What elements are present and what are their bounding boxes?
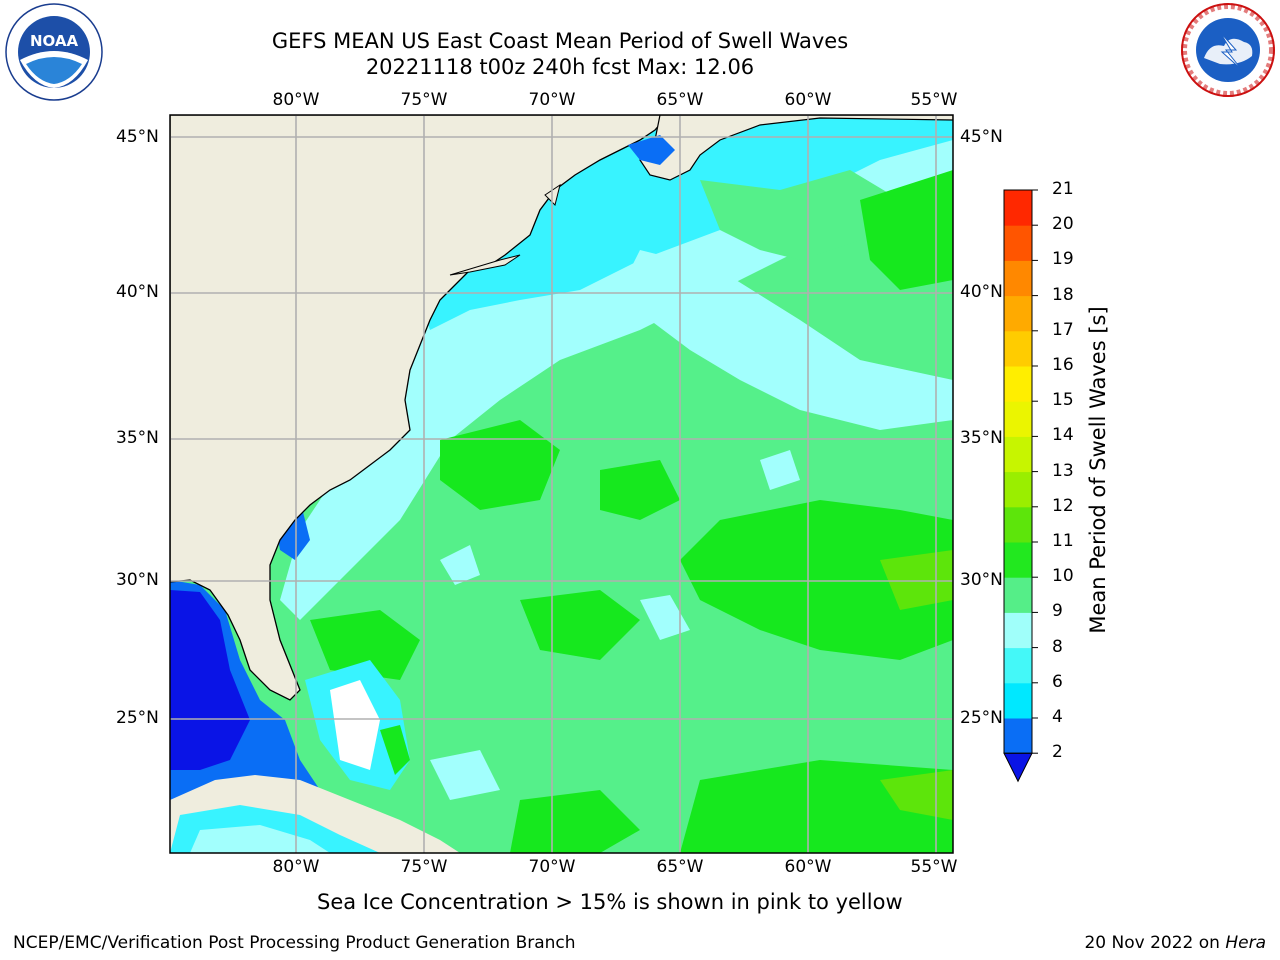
colorbar-swatch (1004, 225, 1032, 261)
colorbar-tick-label: 19 (1052, 249, 1074, 270)
footer-credit: NCEP/EMC/Verification Post Processing Pr… (13, 933, 576, 953)
lon-label-top: 65°W (656, 90, 704, 110)
colorbar-tick-label: 8 (1052, 636, 1063, 657)
colorbar-swatch (1004, 366, 1032, 402)
colorbar-tick-label: 15 (1052, 390, 1074, 411)
land-usa (170, 115, 669, 701)
footer-date: 20 Nov 2022 on Hera (1084, 933, 1266, 953)
lat-label-left: 35°N (116, 428, 159, 448)
lon-label-top: 80°W (272, 90, 320, 110)
colorbar-tick-label: 6 (1052, 671, 1063, 692)
footer-date-text: 20 Nov 2022 on (1084, 933, 1220, 953)
lon-label-bottom: 60°W (784, 857, 832, 877)
colorbar-swatch (1004, 542, 1032, 578)
colorbar-tick-label: 21 (1052, 179, 1074, 199)
lon-label-top: 55°W (910, 90, 958, 110)
colorbar-tick-label: 13 (1052, 460, 1074, 481)
lon-label-bottom: 70°W (528, 857, 576, 877)
lon-label-top: 70°W (528, 90, 576, 110)
colorbar-tick-label: 2 (1052, 742, 1063, 763)
colorbar-swatch (1004, 436, 1032, 473)
colorbar-tick-label: 4 (1052, 707, 1063, 727)
colorbar-tick-label: 14 (1052, 425, 1074, 446)
colorbar-swatch (1004, 401, 1032, 437)
lat-label-right: 40°N (960, 282, 1003, 302)
colorbar-label: Mean Period of Swell Waves [s] (1086, 306, 1110, 634)
lon-label-top: 75°W (400, 90, 448, 110)
colorbar-swatch (1004, 506, 1032, 543)
noaa-logo: NOAA (5, 3, 103, 101)
colorbar-swatch (1004, 647, 1032, 684)
map-frame (169, 114, 954, 854)
lat-label-left: 30°N (116, 570, 159, 590)
colorbar-extend-arrow (1003, 752, 1033, 783)
lon-label-bottom: 75°W (400, 857, 448, 877)
colorbar-tick-label: 11 (1052, 531, 1074, 551)
colorbar-swatch (1004, 682, 1032, 719)
colorbar-swatch (1004, 190, 1032, 226)
lat-label-right: 25°N (960, 708, 1003, 728)
lat-label-right: 35°N (960, 428, 1003, 448)
lat-label-left: 40°N (116, 282, 159, 302)
lon-label-bottom: 55°W (910, 857, 958, 877)
colorbar-tick-label: 12 (1052, 495, 1074, 516)
chart-title: GEFS MEAN US East Coast Mean Period of S… (271, 29, 849, 53)
lon-label-bottom: 65°W (656, 857, 704, 877)
lon-label-top: 60°W (784, 90, 832, 110)
chart-subtitle: 20221118 t00z 240h fcst Max: 12.06 (365, 55, 755, 79)
colorbar-swatch (1004, 330, 1032, 367)
lon-label-bottom: 80°W (272, 857, 320, 877)
colorbar-swatch (1004, 718, 1032, 754)
footer-machine: Hera (1225, 933, 1266, 953)
colorbar-swatch (1004, 471, 1032, 508)
lat-label-left: 25°N (116, 708, 159, 728)
noaa-text: NOAA (30, 32, 79, 50)
colorbar-tick-label: 16 (1052, 355, 1074, 375)
colorbar-tick-label: 9 (1052, 601, 1063, 622)
graticule (170, 115, 953, 853)
colorbar-swatch (1004, 612, 1032, 649)
colorbar-tick-label: 18 (1052, 284, 1074, 305)
lat-label-right: 30°N (960, 570, 1003, 590)
colorbar-swatch (1004, 577, 1032, 613)
sea-ice-note: Sea Ice Concentration > 15% is shown in … (317, 890, 903, 914)
colorbar-swatch (1004, 260, 1032, 297)
colorbar-tick-label: 17 (1052, 319, 1074, 340)
lat-label-left: 45°N (116, 127, 159, 147)
lat-label-right: 45°N (960, 127, 1003, 147)
nws-logo (1181, 3, 1275, 97)
colorbar-swatch (1004, 295, 1032, 332)
colorbar-tick-label: 10 (1052, 566, 1074, 587)
colorbar-tick-label: 20 (1052, 214, 1074, 235)
